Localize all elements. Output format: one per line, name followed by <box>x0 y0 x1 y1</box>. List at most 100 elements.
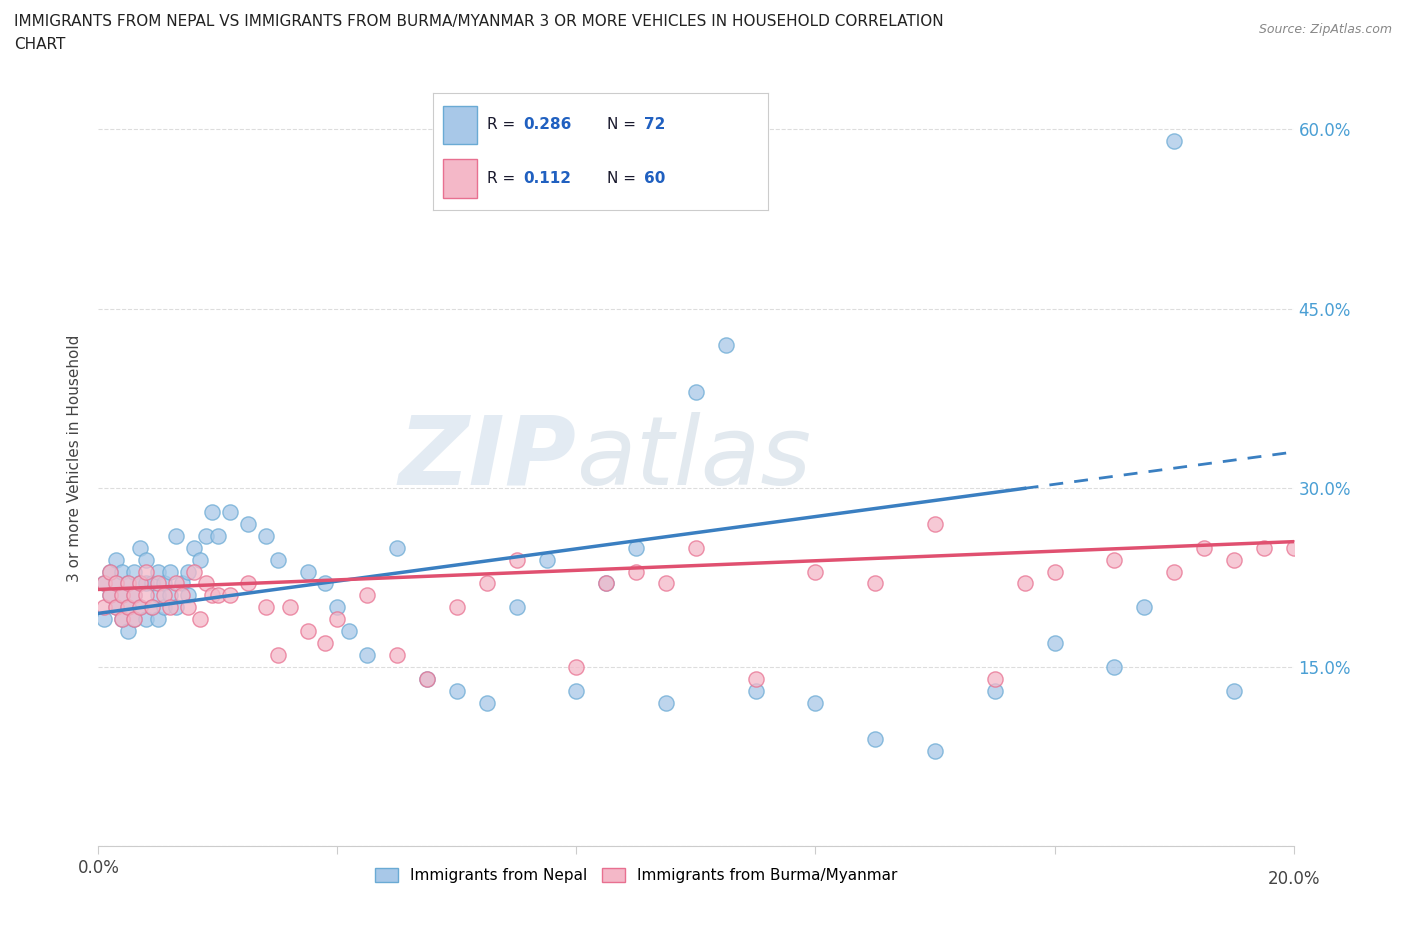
Point <box>141 600 163 615</box>
Point <box>105 600 128 615</box>
Point <box>924 516 946 531</box>
Point <box>655 696 678 711</box>
Point <box>475 696 498 711</box>
Point <box>135 552 157 567</box>
Point <box>536 552 558 567</box>
Point <box>984 684 1007 698</box>
Point <box>278 600 301 615</box>
Point <box>236 516 259 531</box>
Point <box>219 504 242 519</box>
Point <box>165 528 187 543</box>
Point <box>105 576 128 591</box>
Point <box>1223 684 1246 698</box>
Point <box>117 576 139 591</box>
Point <box>135 576 157 591</box>
Point <box>865 731 887 746</box>
Point <box>93 600 115 615</box>
Point <box>111 588 134 603</box>
Point <box>385 647 409 662</box>
Point <box>141 576 163 591</box>
Point <box>188 612 211 627</box>
Point <box>148 565 170 579</box>
Point <box>177 588 200 603</box>
Point <box>98 588 122 603</box>
Point <box>446 600 468 615</box>
Point <box>129 600 152 615</box>
Point <box>165 600 187 615</box>
Point <box>1014 576 1036 591</box>
Point <box>153 588 176 603</box>
Point <box>135 565 157 579</box>
Point <box>385 540 409 555</box>
Point <box>159 588 181 603</box>
Point <box>326 600 349 615</box>
Point <box>207 528 229 543</box>
Point <box>111 565 134 579</box>
Point <box>117 600 139 615</box>
Point <box>1192 540 1215 555</box>
Point <box>165 576 187 591</box>
Point <box>124 588 146 603</box>
Point <box>141 600 163 615</box>
Point <box>626 540 648 555</box>
Point <box>98 588 122 603</box>
Point <box>984 671 1007 686</box>
Point <box>1223 552 1246 567</box>
Point <box>804 696 827 711</box>
Point <box>129 600 152 615</box>
Point <box>117 600 139 615</box>
Point <box>326 612 349 627</box>
Point <box>159 600 181 615</box>
Point <box>201 504 224 519</box>
Point <box>1043 565 1066 579</box>
Point <box>183 565 205 579</box>
Text: 20.0%: 20.0% <box>1267 870 1320 887</box>
Point <box>93 612 115 627</box>
Point <box>315 576 337 591</box>
Point <box>195 576 218 591</box>
Point <box>254 528 277 543</box>
Point <box>124 612 146 627</box>
Point <box>177 565 200 579</box>
Point <box>105 552 128 567</box>
Point <box>201 588 224 603</box>
Point <box>267 647 290 662</box>
Point <box>159 565 181 579</box>
Point <box>105 576 128 591</box>
Legend: Immigrants from Nepal, Immigrants from Burma/Myanmar: Immigrants from Nepal, Immigrants from B… <box>368 862 904 889</box>
Point <box>685 540 707 555</box>
Point <box>177 600 200 615</box>
Text: Source: ZipAtlas.com: Source: ZipAtlas.com <box>1258 23 1392 36</box>
Point <box>98 565 122 579</box>
Point <box>267 552 290 567</box>
Point <box>356 588 378 603</box>
Point <box>172 588 194 603</box>
Point <box>254 600 277 615</box>
Point <box>129 540 152 555</box>
Point <box>595 576 617 591</box>
Point <box>98 565 122 579</box>
Point <box>153 600 176 615</box>
Text: ZIP: ZIP <box>398 411 576 504</box>
Point <box>446 684 468 698</box>
Point <box>416 671 439 686</box>
Point <box>117 576 139 591</box>
Point <box>297 565 319 579</box>
Point <box>117 624 139 639</box>
Point <box>565 659 588 674</box>
Point <box>1163 134 1185 149</box>
Point <box>475 576 498 591</box>
Point <box>339 624 361 639</box>
Point <box>745 684 768 698</box>
Point <box>506 600 529 615</box>
Point <box>148 576 170 591</box>
Point <box>685 385 707 400</box>
Point <box>356 647 378 662</box>
Point <box>124 565 146 579</box>
Point <box>1163 565 1185 579</box>
Point <box>924 743 946 758</box>
Point <box>93 576 115 591</box>
Point <box>135 612 157 627</box>
Text: CHART: CHART <box>14 37 66 52</box>
Point <box>219 588 242 603</box>
